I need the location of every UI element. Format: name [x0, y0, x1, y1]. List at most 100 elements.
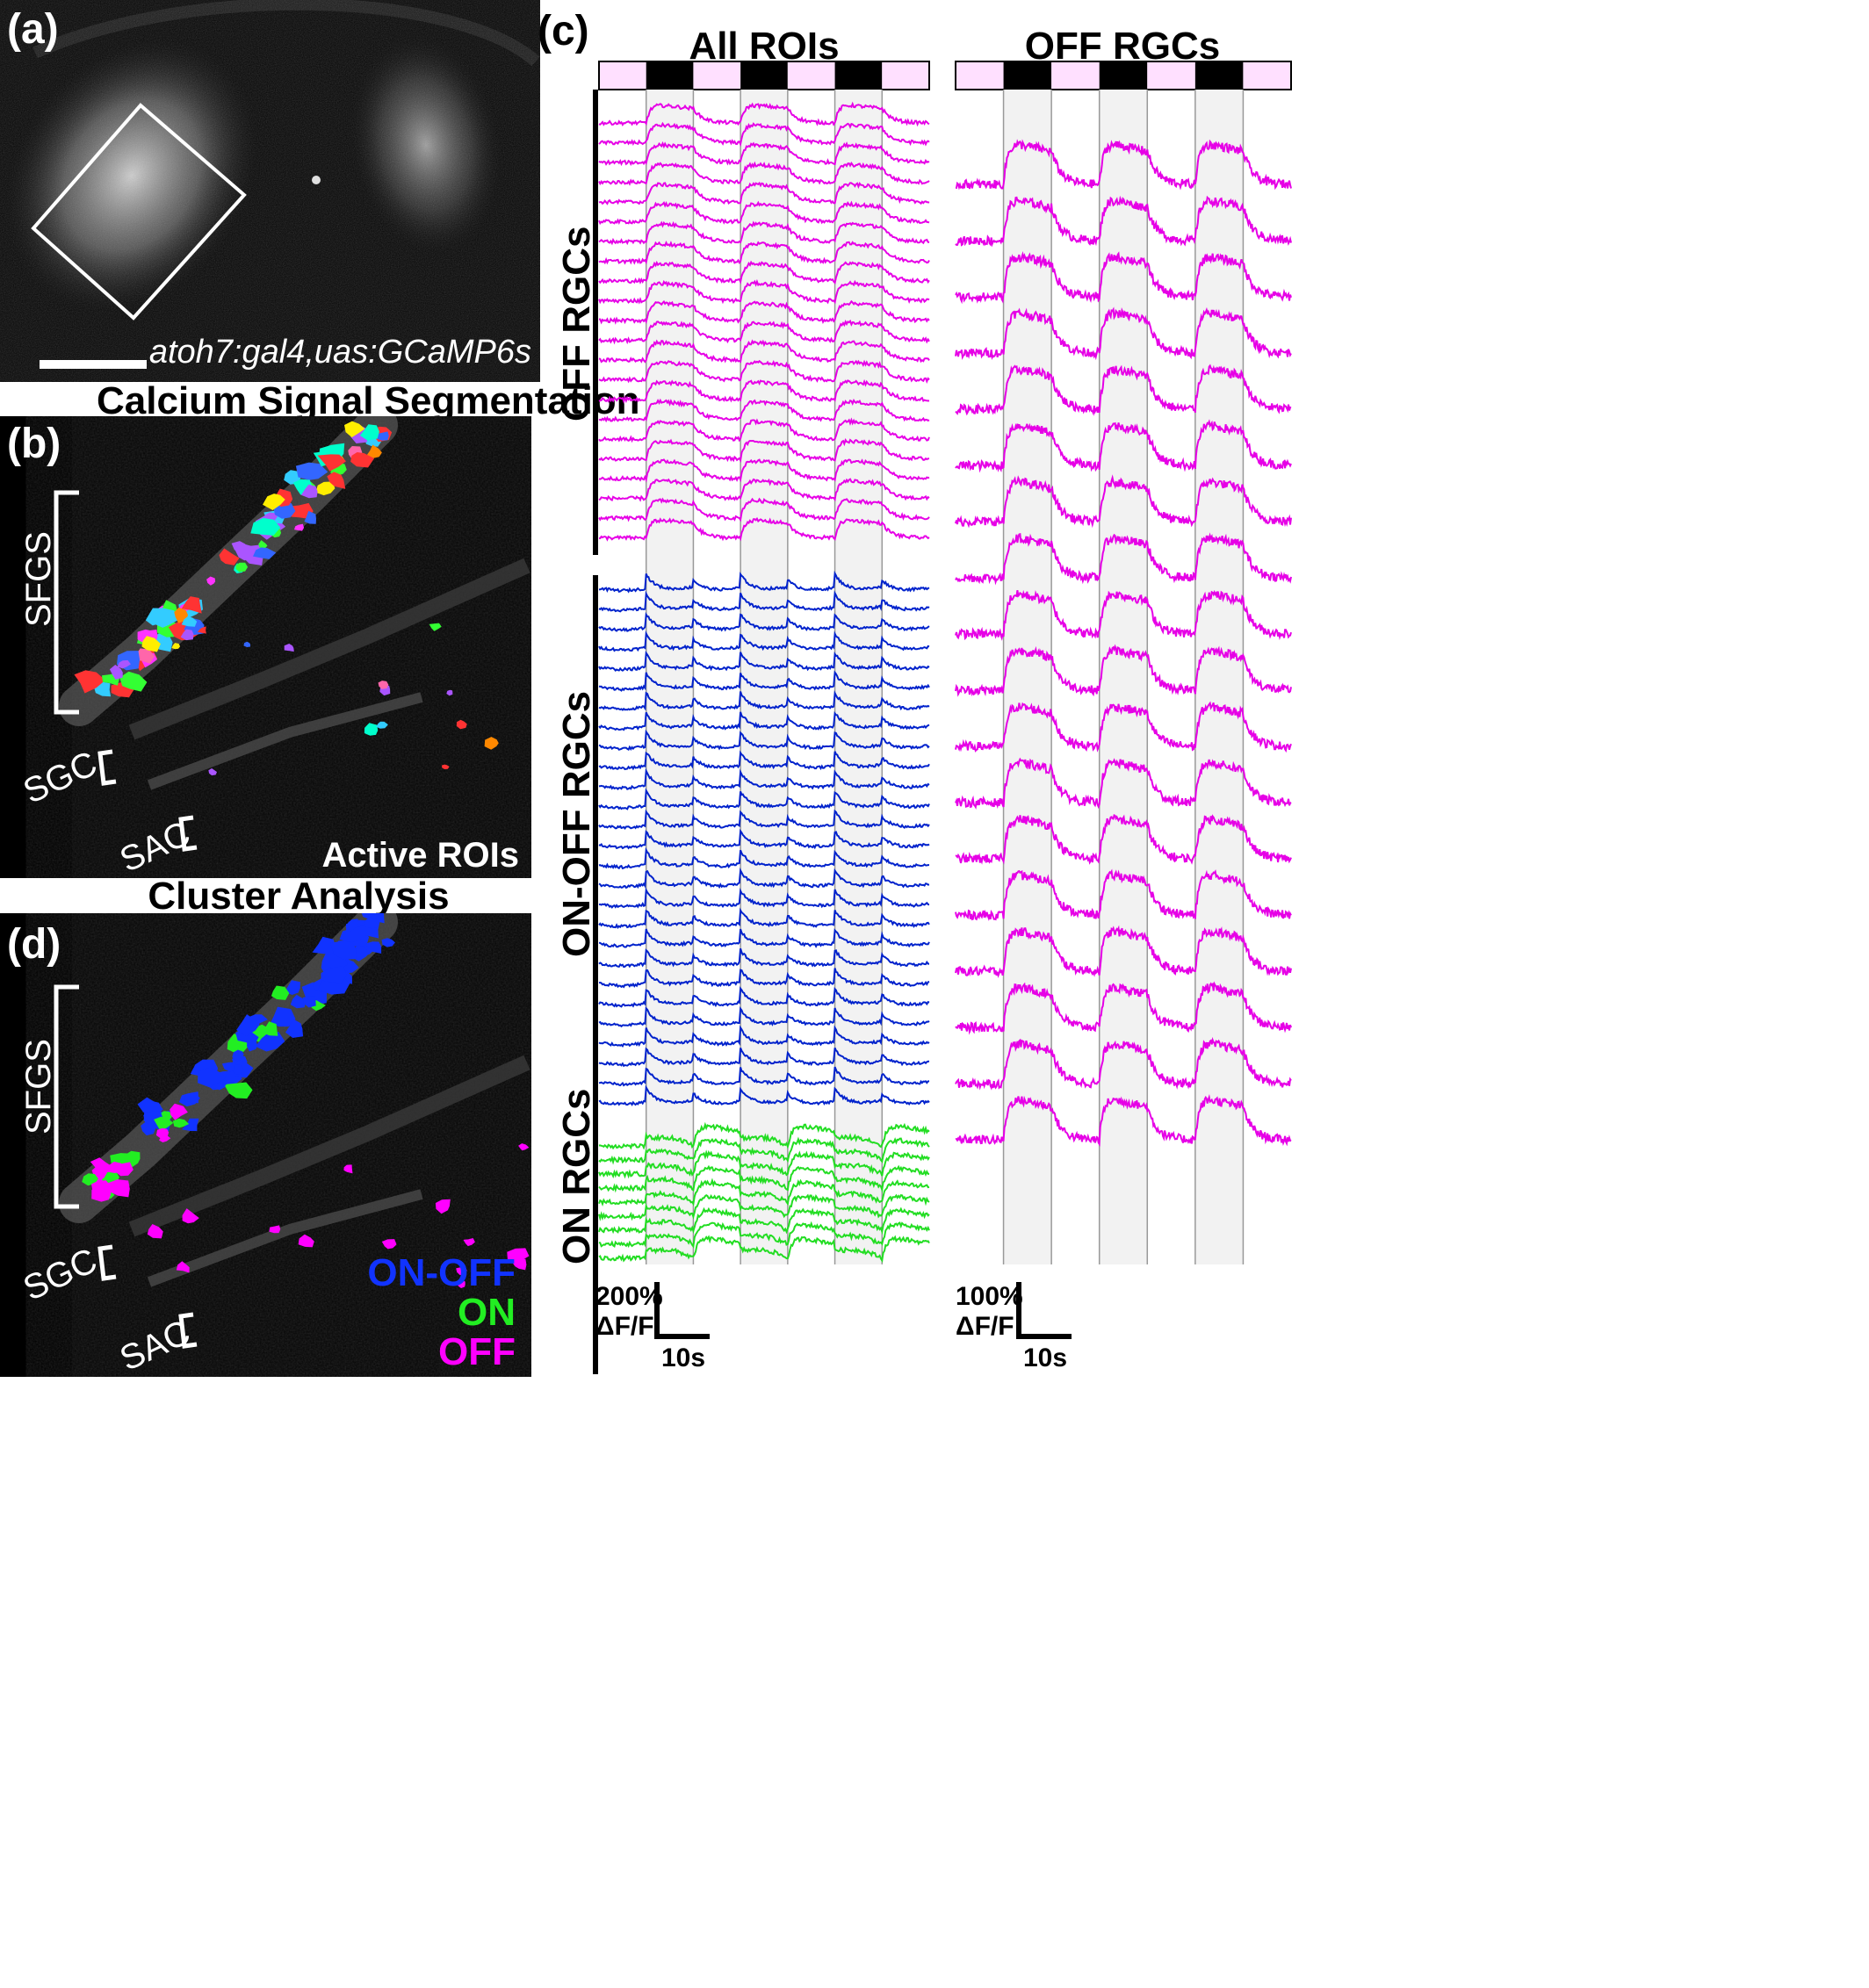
trace-on-rgc: [598, 1149, 930, 1179]
scale-bar-lines: [654, 1282, 710, 1339]
cluster-blob: [137, 1097, 163, 1116]
trace-on-off-rgc: [598, 729, 930, 752]
panel-c-letter: (c): [538, 8, 589, 54]
roi-blob: [442, 764, 450, 769]
stim-dark: [834, 61, 883, 90]
trace-off-rgc: [598, 101, 930, 127]
cluster-blob: [366, 941, 382, 954]
stim-light: [1147, 61, 1195, 90]
roi-blob: [235, 562, 249, 573]
stim-light: [956, 61, 1004, 90]
trace-off-rgc-detail: [955, 1093, 1292, 1148]
trace-off-rgc: [598, 260, 930, 285]
cluster-blob: [298, 1234, 314, 1248]
roi-blob: [304, 510, 316, 524]
trace-off-rgc: [598, 241, 930, 265]
stim-light: [882, 61, 929, 90]
cluster-blob: [270, 1006, 296, 1027]
roi-blob: [376, 431, 389, 441]
cluster-blob: [106, 1179, 130, 1198]
trace-off-rgc: [598, 299, 930, 325]
left-stimulus-bar: [598, 61, 930, 90]
trace-on-off-rgc: [598, 828, 930, 850]
trace-off-rgc-detail: [955, 1036, 1292, 1091]
trace-on-off-rgc: [598, 887, 930, 909]
panel-d-image: (d) SFGS SGC SAC ON-OFF ON OFF: [0, 913, 531, 1377]
trace-off-rgc: [598, 497, 930, 522]
cluster-blob: [518, 1143, 530, 1151]
stim-light: [599, 61, 646, 90]
trace-on-rgc: [598, 1206, 930, 1235]
trace-off-rgc-detail: [955, 139, 1292, 191]
roi-blob: [366, 444, 382, 458]
trace-off-rgc: [598, 516, 930, 542]
right-scale-time: 10s: [1022, 1343, 1068, 1372]
cluster-blob: [147, 1224, 163, 1239]
cluster-blob: [321, 966, 347, 983]
trace-off-rgc-detail: [955, 925, 1292, 978]
trace-on-off-rgc: [598, 907, 930, 929]
dark-epoch-shade: [1099, 90, 1148, 1264]
trace-off-rgc-detail: [955, 868, 1292, 921]
roi-blob: [294, 523, 305, 531]
trace-off-rgc: [598, 161, 930, 186]
trace-on-off-rgc: [598, 1047, 929, 1068]
trace-on-off-rgc: [598, 570, 930, 594]
roi-blob: [243, 641, 250, 647]
cluster-blob: [330, 940, 357, 960]
panel-d-micrograph: [0, 913, 531, 1377]
trace-on-rgc: [598, 1235, 930, 1264]
stim-light: [1051, 61, 1100, 90]
trace-on-off-rgc: [598, 750, 930, 771]
roi-blob: [344, 421, 365, 438]
roi-blob: [74, 670, 105, 694]
roi-blob: [484, 737, 499, 750]
trace-off-rgc-detail: [955, 364, 1292, 416]
panel-a-letter: (a): [7, 6, 59, 53]
trace-off-rgc: [598, 458, 930, 483]
scale-bar-lines: [1016, 1282, 1072, 1339]
trace-off-rgc-detail: [955, 474, 1292, 529]
roi-blob: [364, 723, 379, 736]
cluster-blob: [302, 996, 316, 1008]
trace-on-off-rgc: [598, 986, 930, 1008]
cluster-blob: [312, 936, 336, 954]
cluster-blob: [198, 1067, 227, 1088]
cluster-blob: [170, 1103, 188, 1120]
cluster-blob: [271, 985, 290, 1000]
trace-off-rgc: [598, 378, 930, 404]
panel-a-micrograph: [0, 0, 540, 382]
panel-d-heading: Cluster Analysis: [148, 875, 450, 918]
trace-on-off-rgc: [598, 670, 930, 692]
panel-d-letter: (d): [7, 921, 61, 968]
trace-off-rgc: [598, 359, 930, 385]
roi-blob: [150, 608, 179, 628]
trace-off-rgc: [598, 478, 930, 502]
roi-blob: [181, 596, 202, 614]
sgc-bracket-d: [97, 1244, 117, 1281]
trace-on-rgc: [598, 1193, 930, 1221]
sfgs-bracket-d: [54, 984, 79, 1209]
cluster-blob: [457, 1279, 465, 1288]
roi-blob: [117, 659, 131, 669]
trace-on-off-rgc: [598, 809, 930, 830]
trace-off-rgc: [598, 140, 930, 167]
cluster-blob: [290, 994, 307, 1009]
group-label-on-off: ON-OFF RGCs: [555, 690, 598, 957]
cluster-blob: [91, 1180, 112, 1197]
trace-off-rgc: [598, 121, 930, 148]
roi-box: [31, 103, 247, 321]
trace-on-off-rgc: [598, 1066, 930, 1087]
cluster-blob: [456, 1266, 467, 1276]
roi-blob: [284, 470, 301, 485]
right-column-title: OFF RGCs: [1024, 25, 1221, 68]
scale-bar: [40, 360, 147, 369]
trace-on-off-rgc: [598, 767, 930, 791]
roi-blob: [350, 452, 375, 468]
trace-on-rgc: [598, 1221, 930, 1249]
trace-on-off-rgc: [598, 590, 930, 613]
cluster-blob: [82, 1173, 98, 1186]
roi-blob: [258, 540, 268, 550]
trace-off-rgc: [598, 319, 930, 345]
stim-dark: [646, 61, 694, 90]
